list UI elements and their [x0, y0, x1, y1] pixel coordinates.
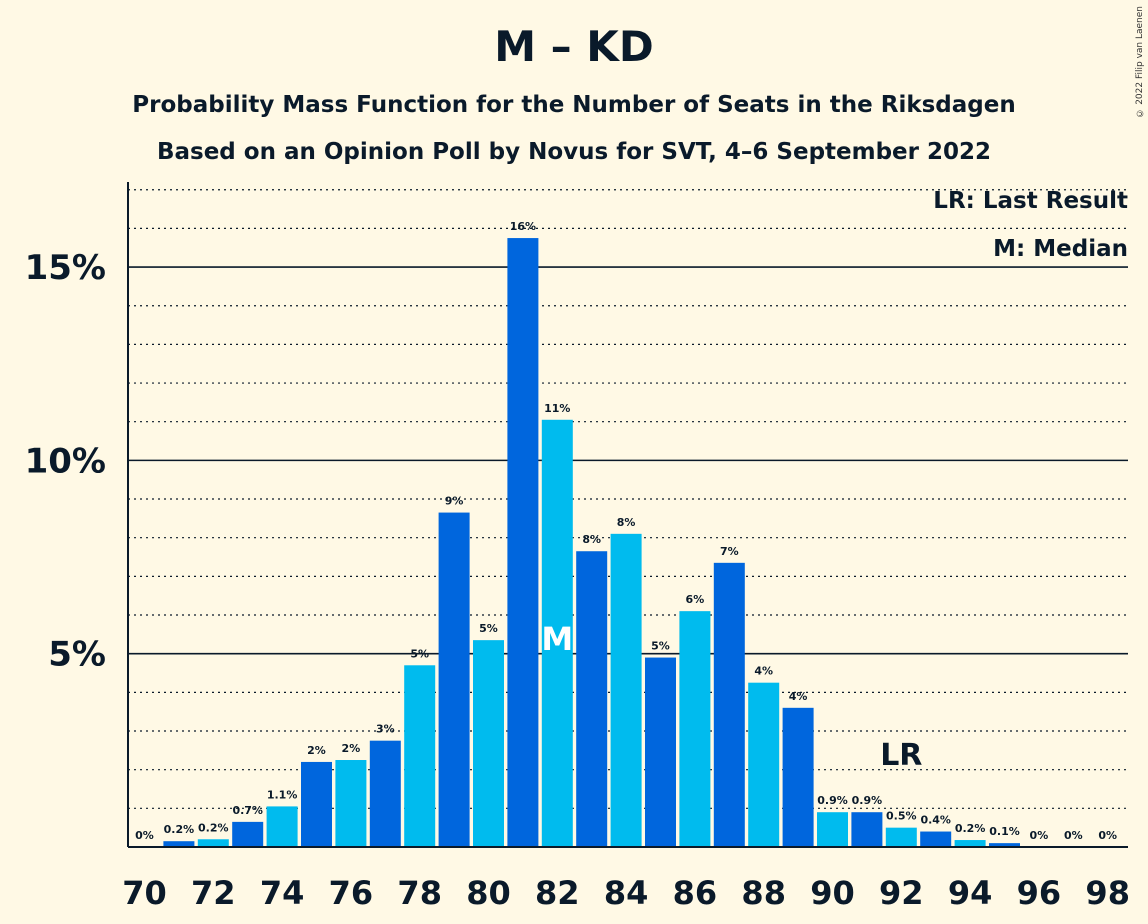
last-result-marker: LR: [880, 738, 922, 773]
bar-seat-87: [713, 562, 745, 847]
data-label-seat-75: 2%: [307, 744, 326, 757]
bar-seat-76: [335, 760, 367, 847]
bar-seat-71: [163, 841, 195, 847]
x-tick-label: 78: [397, 874, 442, 912]
data-label-seat-70: 0%: [135, 829, 154, 842]
x-tick-label: 70: [122, 874, 167, 912]
data-label-seat-77: 3%: [376, 723, 395, 736]
x-tick-label: 88: [741, 874, 786, 912]
bar-seat-82: [541, 419, 573, 847]
data-label-seat-81: 16%: [510, 220, 536, 233]
bar-seat-75: [301, 761, 332, 847]
bar-seat-88: [748, 682, 780, 847]
data-label-seat-97: 0%: [1064, 829, 1083, 842]
bars-group: [163, 238, 1020, 848]
bar-seat-72: [197, 839, 229, 847]
bar-seat-79: [438, 512, 470, 847]
data-label-seat-72: 0.2%: [198, 821, 229, 834]
data-label-seat-92: 0.5%: [886, 810, 917, 823]
data-label-seat-86: 6%: [686, 593, 705, 606]
data-label-seat-78: 5%: [410, 647, 429, 660]
chart-subtitle: Probability Mass Function for the Number…: [132, 92, 1016, 118]
y-tick-label: 5%: [48, 635, 106, 675]
x-tick-label: 82: [535, 874, 580, 912]
bar-seat-78: [404, 665, 436, 847]
data-label-seat-85: 5%: [651, 640, 670, 653]
data-label-seat-88: 4%: [754, 665, 773, 678]
bar-seat-93: [920, 831, 952, 847]
data-label-seat-83: 8%: [582, 533, 601, 546]
x-tick-label: 92: [879, 874, 924, 912]
bar-seat-77: [369, 740, 401, 847]
axes-group: 5% 10% 15% 70 72 74 76 78 80 82 84 86 88 90 92 94 96 98: [25, 182, 1130, 912]
data-label-seat-98: 0%: [1098, 829, 1117, 842]
bar-seat-90: [817, 812, 848, 847]
x-tick-label: 84: [604, 874, 649, 912]
bar-seat-89: [782, 707, 814, 847]
data-label-seat-89: 4%: [789, 690, 808, 703]
x-tick-label: 80: [466, 874, 511, 912]
bar-seat-84: [610, 533, 642, 847]
chart-title: M – KD: [494, 22, 654, 71]
x-tick-label: 76: [329, 874, 374, 912]
x-tick-label: 72: [191, 874, 236, 912]
data-label-seat-74: 1.1%: [267, 788, 298, 801]
y-tick-label: 10%: [25, 441, 106, 481]
data-label-seat-96: 0%: [1030, 829, 1049, 842]
data-label-seat-76: 2%: [342, 742, 361, 755]
bar-seat-80: [473, 640, 504, 847]
data-label-seat-95: 0.1%: [989, 825, 1020, 838]
bar-seat-74: [266, 806, 298, 847]
bar-seat-95: [989, 843, 1020, 847]
data-label-seat-84: 8%: [617, 516, 636, 529]
x-tick-label: 94: [948, 874, 993, 912]
data-label-seat-79: 9%: [445, 495, 464, 508]
x-tick-label: 98: [1085, 874, 1130, 912]
bar-seat-91: [851, 812, 883, 847]
x-tick-label: 90: [810, 874, 855, 912]
data-label-seat-94: 0.2%: [955, 822, 986, 835]
data-labels-group: 0% 0.2% 0.2%0.7%1.1%2% 2%3%5%9%5%16%11%8%8%…: [135, 220, 1117, 842]
data-label-seat-91: 0.9%: [852, 794, 883, 807]
legend-median: M: Median: [993, 236, 1128, 262]
data-label-seat-82: 11%: [544, 402, 570, 415]
y-tick-label: 15%: [25, 248, 106, 288]
x-tick-label: 86: [673, 874, 718, 912]
bar-seat-92: [885, 827, 917, 847]
bar-seat-86: [679, 611, 711, 847]
chart-subtitle-source: Based on an Opinion Poll by Novus for SV…: [156, 139, 992, 165]
median-marker: M: [541, 620, 573, 658]
data-label-seat-90: 0.9%: [817, 794, 848, 807]
data-label-seat-87: 7%: [720, 545, 739, 558]
x-tick-label: 74: [260, 874, 305, 912]
data-label-seat-93: 0.4%: [920, 814, 951, 827]
bar-seat-73: [232, 821, 264, 847]
data-label-seat-71: 0.2%: [164, 823, 195, 836]
bar-seat-81: [507, 238, 539, 848]
bar-seat-94: [954, 840, 986, 847]
x-tick-label: 96: [1017, 874, 1062, 912]
bar-seat-85: [645, 657, 676, 847]
data-label-seat-80: 5%: [479, 622, 498, 635]
data-label-seat-73: 0.7%: [232, 804, 263, 817]
legend-last-result: LR: Last Result: [933, 188, 1128, 214]
bar-seat-83: [576, 551, 608, 847]
